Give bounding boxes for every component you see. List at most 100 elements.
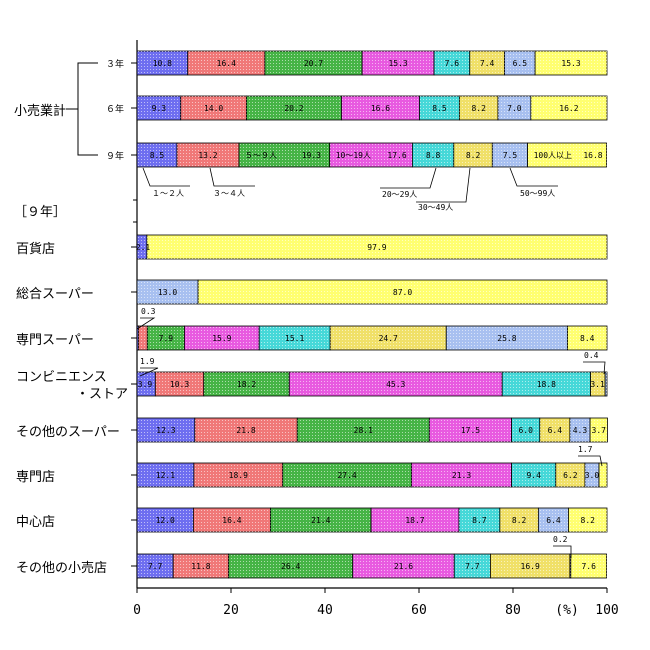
axes: 0 20 40 60 80 (%) 100 [131, 40, 619, 618]
data-label: 18.2 [237, 380, 256, 389]
bar-row [136, 507, 608, 533]
data-label: 13.0 [158, 288, 177, 297]
data-label: 12.1 [156, 471, 175, 480]
leader-line [136, 317, 156, 330]
data-label: 7.6 [581, 562, 596, 571]
bars [136, 50, 608, 579]
data-label: 19.3 [302, 151, 321, 160]
data-label: 8.2 [581, 516, 596, 525]
x-tick-label: 40 [317, 603, 333, 618]
data-label: 16.4 [222, 516, 241, 525]
data-label: 9.3 [152, 104, 167, 113]
data-label: 6.5 [513, 59, 528, 68]
row-label: 専門スーパー [16, 333, 94, 348]
data-label: 7.4 [480, 59, 495, 68]
data-label: 16.4 [217, 59, 236, 68]
data-label: 7.5 [503, 151, 518, 160]
row-label: ・ストア [76, 387, 128, 402]
data-label: 15.1 [285, 334, 304, 343]
data-label: 17.5 [461, 426, 480, 435]
series-name-inside: ５～９人 [245, 151, 277, 160]
x-tick-label: 60 [411, 603, 427, 618]
data-label: 18.9 [229, 471, 248, 480]
series-callout-label: 20～29人 [382, 190, 417, 199]
data-label: 10.8 [153, 59, 172, 68]
bar-segment [138, 325, 148, 351]
data-label: 8.5 [432, 104, 447, 113]
leader-line [578, 455, 603, 467]
leader-line [553, 545, 572, 558]
data-label-outside: 0.4 [584, 351, 599, 360]
section-label: ［９年］ [14, 205, 66, 220]
data-label: 16.6 [371, 104, 390, 113]
data-label: 27.4 [337, 471, 356, 480]
row-label: 総合スーパー [16, 287, 94, 302]
data-label: 18.7 [405, 516, 424, 525]
data-label: 13.2 [198, 151, 217, 160]
data-label: 4.3 [573, 426, 588, 435]
data-label: 7.9 [159, 334, 174, 343]
data-label: 45.3 [386, 380, 405, 389]
data-label: 18.8 [537, 380, 556, 389]
data-label: 7.7 [148, 562, 163, 571]
data-label: 6.2 [563, 471, 578, 480]
x-tick-label: 100 [595, 603, 618, 618]
series-callout-label: 30～49人 [418, 203, 453, 212]
data-label: 12.0 [156, 516, 175, 525]
data-label-outside: 1.7 [578, 445, 593, 454]
data-label: 7.0 [507, 104, 522, 113]
data-label: 3.9 [138, 380, 153, 389]
row-label: その他の小売店 [16, 560, 107, 576]
data-label: 28.1 [354, 426, 373, 435]
callout-line [142, 167, 190, 187]
x-tick-label: 80 [505, 603, 521, 618]
data-label-outside: 0.3 [141, 307, 156, 316]
callout-line [509, 167, 558, 187]
series-name-inside: 100人以上 [534, 151, 572, 160]
data-label: 6.4 [546, 516, 561, 525]
data-label: 21.3 [452, 471, 471, 480]
data-label: 10.3 [170, 380, 189, 389]
data-label: 21.6 [394, 562, 413, 571]
group-bracket [77, 62, 98, 156]
row-label: 百貨店 [16, 241, 55, 257]
data-label: 8.8 [426, 151, 441, 160]
data-label: 16.8 [583, 151, 602, 160]
labels: 10.8 16.4 20.7 15.3 7.6 7.4 6.5 15.3 9.3 14.0 20.2… [14, 58, 606, 576]
data-label: 3.1 [590, 380, 605, 389]
bar-row [136, 279, 608, 305]
row-label: コンビニエンス [16, 370, 107, 385]
data-label: 14.0 [204, 104, 223, 113]
x-tick-label: 20 [223, 603, 239, 618]
data-label: 12.3 [156, 426, 175, 435]
data-label: 15.3 [388, 59, 407, 68]
row-label: ６年 [106, 103, 124, 115]
series-callout-label: ３～４人 [213, 189, 245, 198]
group-label: 小売業計 [14, 103, 66, 119]
data-label-outside: 0.2 [553, 535, 568, 544]
series-callout-label: 50～99人 [520, 189, 555, 198]
data-label: 7.7 [465, 562, 480, 571]
leader-line [583, 361, 606, 375]
callout-line [209, 167, 255, 187]
data-label: 7.6 [445, 59, 460, 68]
data-label: 8.2 [466, 151, 481, 160]
data-label: 8.2 [512, 516, 527, 525]
x-tick-label: (%) [555, 603, 578, 618]
data-label: 20.7 [304, 59, 323, 68]
data-label: 15.3 [561, 59, 580, 68]
data-label: 8.7 [472, 516, 487, 525]
data-label: 21.4 [311, 516, 330, 525]
data-label: 26.4 [281, 562, 300, 571]
callout-line [380, 167, 437, 189]
data-label: 20.2 [284, 104, 303, 113]
x-tick-label: 0 [133, 603, 141, 618]
data-label: 21.8 [236, 426, 255, 435]
data-label: 11.8 [191, 562, 210, 571]
data-label: 15.9 [212, 334, 231, 343]
series-name-inside: 10～19人 [336, 151, 371, 160]
data-label: 8.5 [150, 151, 165, 160]
data-label: 24.7 [379, 334, 398, 343]
series-callout-label: １～２人 [152, 189, 184, 198]
